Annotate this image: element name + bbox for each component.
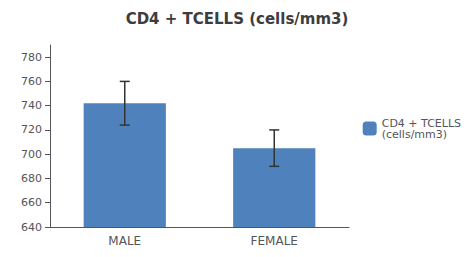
svg-text:640: 640: [21, 221, 42, 234]
svg-text:740: 740: [21, 99, 42, 112]
svg-text:720: 720: [21, 123, 42, 136]
svg-text:780: 780: [21, 51, 42, 64]
svg-text:660: 660: [21, 196, 42, 209]
svg-text:MALE: MALE: [108, 234, 141, 248]
svg-text:CD4 + TCELLS: CD4 + TCELLS: [381, 116, 461, 130]
svg-text:680: 680: [21, 172, 42, 185]
svg-text:CD4 + TCELLS (cells/mm3): CD4 + TCELLS (cells/mm3): [126, 10, 349, 28]
svg-text:760: 760: [21, 75, 42, 88]
svg-text:(cells/mm3): (cells/mm3): [382, 128, 447, 141]
svg-text:700: 700: [21, 148, 42, 161]
svg-text:FEMALE: FEMALE: [251, 234, 298, 248]
